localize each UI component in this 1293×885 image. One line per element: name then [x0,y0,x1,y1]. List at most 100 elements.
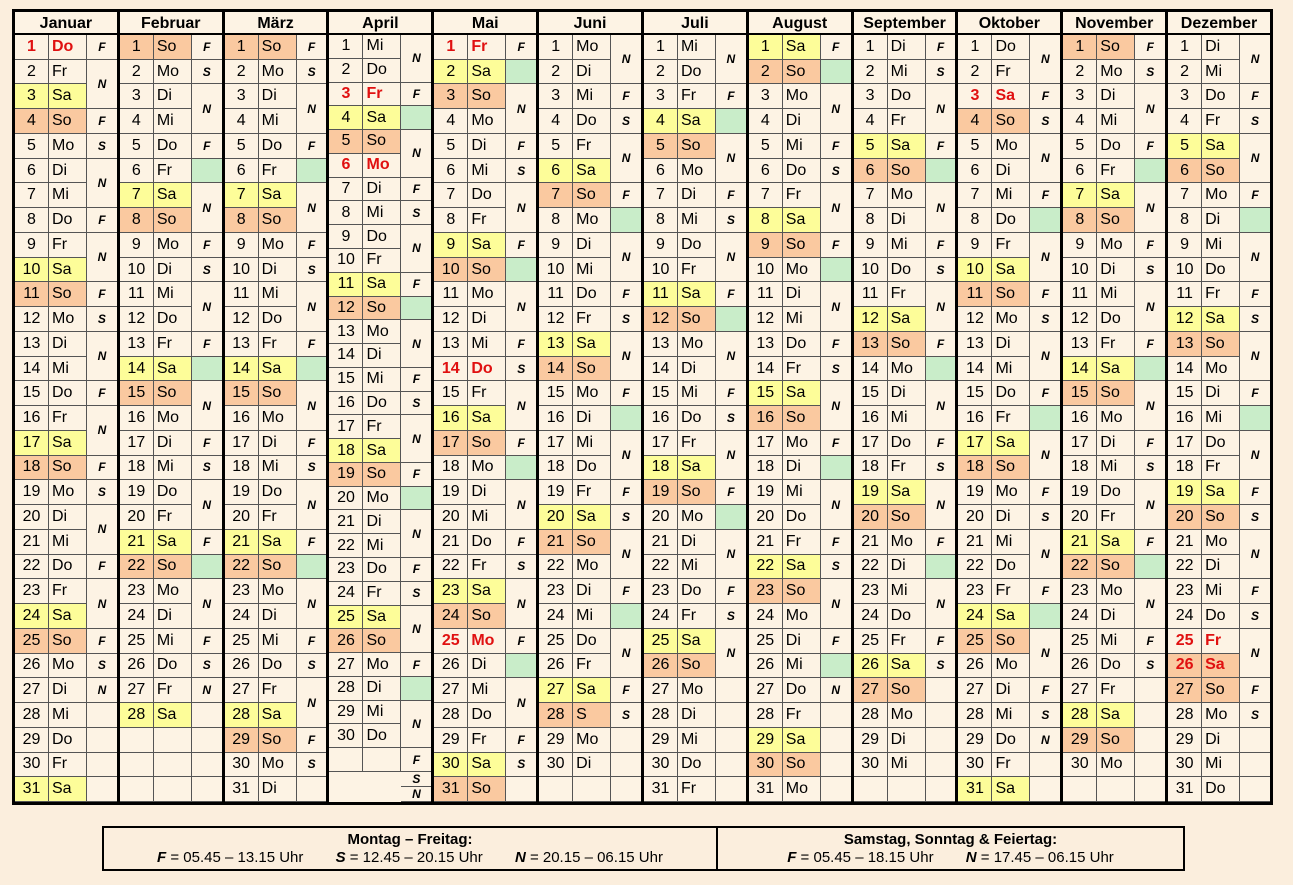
weekday: Sa [1097,529,1136,555]
shift-cell: F [925,35,956,60]
weekday: Do [1097,133,1136,159]
day-number: 18 [1168,455,1203,481]
day-number: 12 [119,307,154,332]
shift-cell: N [611,35,641,85]
day-number: 30 [15,752,49,778]
weekday: Sa [992,777,1031,802]
shift-cell: N [506,183,537,233]
weekday: Do [887,430,926,456]
weekday: Di [992,158,1031,184]
month-header: September [853,12,956,35]
day-number: 14 [15,356,49,382]
weekday: So [1202,331,1241,357]
weekday: Fr [573,307,612,332]
free-shift-cell [1135,554,1166,580]
empty-cell [820,777,851,802]
shift-cell: N [715,629,746,679]
shift-cell: F [925,332,956,357]
weekday: Do [782,505,821,530]
empty-cell [820,703,851,728]
day-number: 24 [539,604,574,629]
weekday: Do [992,35,1031,60]
day-number: 12 [434,307,469,332]
day-number: 10 [1063,257,1098,283]
weekday: Fr [258,158,297,184]
empty-cell [119,752,154,778]
day-number: 15 [119,381,154,407]
day-number: 13 [224,331,259,357]
day-number: 10 [853,257,888,283]
shift-cell: N [715,35,746,85]
shift-cell: N [1030,134,1061,184]
day-number: 24 [1168,604,1203,629]
day-number: 9 [329,225,364,249]
weekday: Mo [573,727,612,753]
shift-cell: F [191,35,222,60]
day-number: 15 [15,381,49,407]
day-number: 9 [748,232,783,258]
day-number: 21 [224,529,259,555]
weekday: Sa [573,331,612,357]
shift-cell: N [820,480,851,530]
shift-cell: N [611,431,641,481]
day-number: 27 [643,678,678,704]
weekday: Do [468,529,507,555]
weekday: Mo [49,653,87,679]
day-number: 14 [119,356,154,382]
weekday: Do [782,158,821,184]
shift-cell: N [925,84,956,134]
legend-item: N = 20.15 – 06.15 Uhr [514,848,663,866]
weekday: Mo [887,183,926,209]
weekday: Do [49,554,87,580]
weekday: Do [153,133,192,159]
weekday: Di [1097,430,1136,456]
weekday: Do [1202,604,1241,629]
month-header: Januar [15,12,117,35]
day-number: 26 [224,653,259,679]
day-number: 11 [643,282,678,308]
month-grid: 1 Do 2 Fr 3 Sa 4 So 5 Mo 6 Di 7 Mi 8 Do 9 Fr 10 Sa 11 So 12 Mo 1… [15,35,117,802]
day-number: 15 [224,381,259,407]
day-number: 21 [1063,529,1098,555]
weekday: So [782,406,821,431]
weekday: So [677,653,716,679]
day-number: 1 [1063,35,1098,60]
weekday: Di [887,554,926,580]
empty-cell [153,727,192,753]
weekday: Fr [1202,628,1241,654]
free-shift-cell [506,59,537,85]
day-number: 1 [958,35,993,60]
weekday: Mo [1202,703,1241,728]
shift-cell: F [925,233,956,258]
weekday: Mo [573,208,612,233]
empty-cell [925,678,956,704]
day-number: 19 [643,480,678,506]
day-number: 7 [748,183,783,209]
free-shift-cell [506,653,537,679]
shift-cell: N [506,84,537,134]
weekday: Mi [992,356,1031,382]
weekday: Do [258,133,297,159]
day-number: 3 [853,84,888,110]
day-number: 24 [958,604,993,629]
weekday: Sa [782,35,821,60]
empty-cell [296,777,327,802]
empty-cell [925,703,956,728]
weekday: Sa [153,703,192,728]
weekday: Di [1202,727,1241,753]
day-number: 10 [539,257,574,283]
weekday: Do [573,455,612,481]
shift-cell: S [506,753,537,778]
day-number: 3 [119,84,154,110]
weekday: Mi [1097,455,1136,481]
weekday: Mo [153,232,192,258]
day-number: 12 [15,307,49,332]
empty-cell [191,753,222,778]
empty-cell [715,728,746,753]
weekday: Mo [258,579,297,605]
weekday: Mi [782,133,821,159]
day-number: 24 [329,581,364,606]
day-number: 15 [958,381,993,407]
weekday: Sa [677,455,716,481]
weekday: Do [573,628,612,654]
